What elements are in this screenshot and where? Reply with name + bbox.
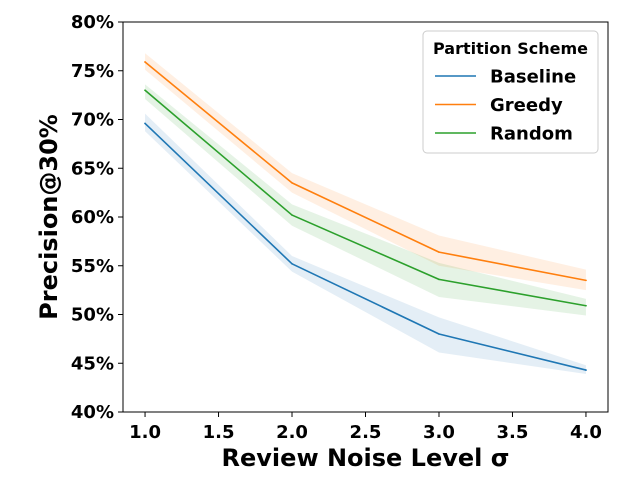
y-tick-label: 75% <box>71 61 114 82</box>
x-tick-label: 1.5 <box>203 422 235 443</box>
confidence-bands <box>145 53 586 374</box>
band-random <box>145 84 586 316</box>
y-axis-ticks: 40% 45% 50% 55% 60% 65% 70% 75% 80% <box>71 12 123 423</box>
line-greedy <box>144 61 587 282</box>
y-tick-label: 65% <box>71 158 114 179</box>
point-greedy <box>585 279 587 282</box>
legend-box <box>422 30 599 154</box>
x-tick-label: 3.5 <box>497 422 529 443</box>
y-tick-label: 60% <box>71 207 114 228</box>
point-greedy <box>438 251 440 253</box>
line-random <box>144 89 587 307</box>
point-baseline <box>291 263 293 265</box>
y-axis-label: Precision@30% <box>35 114 63 320</box>
x-tick-label: 2.5 <box>350 422 382 443</box>
band-greedy <box>145 53 586 291</box>
x-tick-label: 2.0 <box>276 422 308 443</box>
legend-label-greedy: Greedy <box>490 95 563 116</box>
point-random <box>438 278 440 281</box>
point-greedy <box>291 182 293 184</box>
line-baseline <box>144 122 587 371</box>
point-baseline <box>585 369 587 371</box>
x-axis-ticks: 1.0 1.5 2.0 2.5 3.0 3.5 4.0 <box>129 412 602 443</box>
y-tick-label: 55% <box>71 256 114 277</box>
point-baseline <box>144 122 146 125</box>
point-random <box>585 304 587 307</box>
legend-items: Baseline Greedy Random <box>435 67 576 145</box>
point-baseline <box>438 333 440 335</box>
legend-title: Partition Scheme <box>433 39 588 58</box>
x-tick-label: 3.0 <box>423 422 455 443</box>
legend-label-baseline: Baseline <box>490 67 576 88</box>
series-lines <box>144 61 587 371</box>
y-tick-label: 40% <box>71 402 114 423</box>
y-tick-label: 50% <box>71 305 114 326</box>
x-axis-label: Review Noise Level σ <box>222 444 510 472</box>
point-greedy <box>144 61 146 63</box>
y-tick-label: 70% <box>71 110 114 131</box>
x-tick-label: 4.0 <box>570 422 602 443</box>
legend: Partition Scheme Baseline Greedy Random <box>422 30 599 154</box>
x-tick-label: 1.0 <box>129 422 161 443</box>
y-tick-label: 80% <box>71 12 114 33</box>
legend-label-random: Random <box>490 124 573 145</box>
point-random <box>291 214 293 216</box>
y-tick-label: 45% <box>71 353 114 374</box>
point-random <box>144 89 146 92</box>
